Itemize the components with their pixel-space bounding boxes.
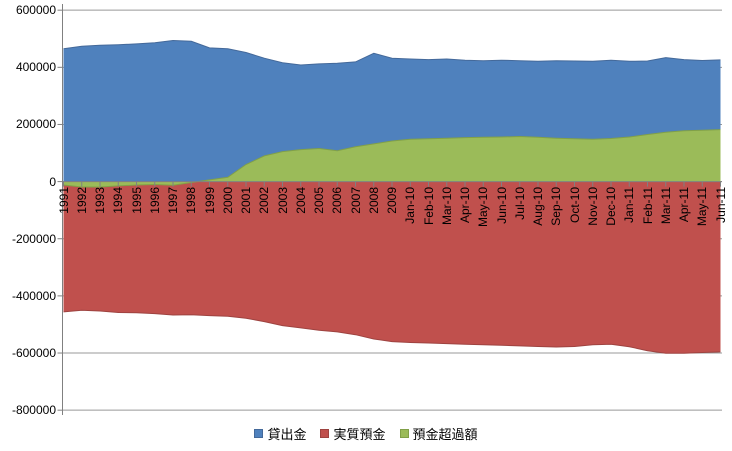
x-axis-label: 2004 [294,187,308,214]
x-axis-label: Jul-10 [513,187,527,220]
x-axis-label: Feb-10 [422,187,436,226]
x-axis-label: 1993 [93,187,107,214]
x-axis-label: 1995 [130,187,144,214]
x-axis-label: Jan-11 [622,187,636,223]
x-axis-label: 2009 [385,187,399,214]
x-axis-label: Jun-10 [495,187,509,224]
x-axis-label: 2002 [257,187,271,214]
legend-item-deposits: 実質預金 [320,424,386,443]
y-axis-label: 400000 [15,60,56,74]
y-axis-label: -400000 [11,289,56,303]
x-axis-label: 2007 [349,187,363,214]
x-axis-label: May-10 [476,187,490,228]
x-axis-label: Apr-10 [458,187,472,224]
area-surplus [63,129,721,187]
x-axis-label: 1992 [75,187,89,214]
legend: 貸出金 実質預金 預金超過額 [0,424,732,442]
x-axis-label: Dec-10 [604,187,618,226]
x-axis-label: Apr-11 [677,187,691,223]
x-axis-label: Sep-10 [549,187,563,226]
y-axis-label: 0 [49,175,56,189]
legend-label-loans: 貸出金 [267,426,307,442]
x-axis-label: Jun-11 [714,187,728,223]
legend-swatch-loans-icon [254,428,264,438]
x-axis-label: 2003 [276,187,290,214]
legend-label-surplus: 預金超過額 [412,426,478,442]
legend-swatch-deposits-icon [320,428,330,438]
x-axis-label: 2000 [221,187,235,214]
x-axis-label: Aug-10 [531,187,545,226]
x-axis-label: 1991 [57,187,71,214]
y-axis-label: -800000 [11,403,56,417]
area-deposits [63,181,721,354]
x-axis-label: Jan-10 [403,187,417,224]
x-axis-label: Feb-11 [641,187,655,225]
area-border-loans [63,39,721,66]
x-axis-label: Nov-10 [586,187,600,226]
legend-label-deposits: 実質預金 [333,426,386,442]
x-axis-label: 1996 [148,187,162,214]
x-axis-label: Oct-10 [568,187,582,224]
y-axis-label: 200000 [15,117,56,131]
x-axis-label: 2001 [239,187,253,214]
x-axis-label: Mar-10 [440,187,454,226]
x-axis-label: 1998 [184,187,198,214]
x-axis-label: 1999 [203,187,217,214]
y-axis-label: -600000 [11,346,56,360]
area-border-deposits [63,309,721,354]
x-axis-label: 1994 [111,187,125,214]
x-axis-label: Mar-11 [659,187,673,225]
y-axis-label: 600000 [15,3,56,17]
x-axis-label: 2005 [312,187,326,214]
legend-swatch-surplus-icon [399,428,409,438]
legend-item-surplus: 預金超過額 [399,424,478,443]
x-axis-label: 1997 [166,187,180,214]
x-axis-label: May-11 [695,187,709,227]
y-axis-label: -200000 [11,232,56,246]
x-axis-label: 2006 [330,187,344,214]
legend-item-loans: 貸出金 [254,424,306,443]
x-axis-label: 2008 [367,187,381,214]
